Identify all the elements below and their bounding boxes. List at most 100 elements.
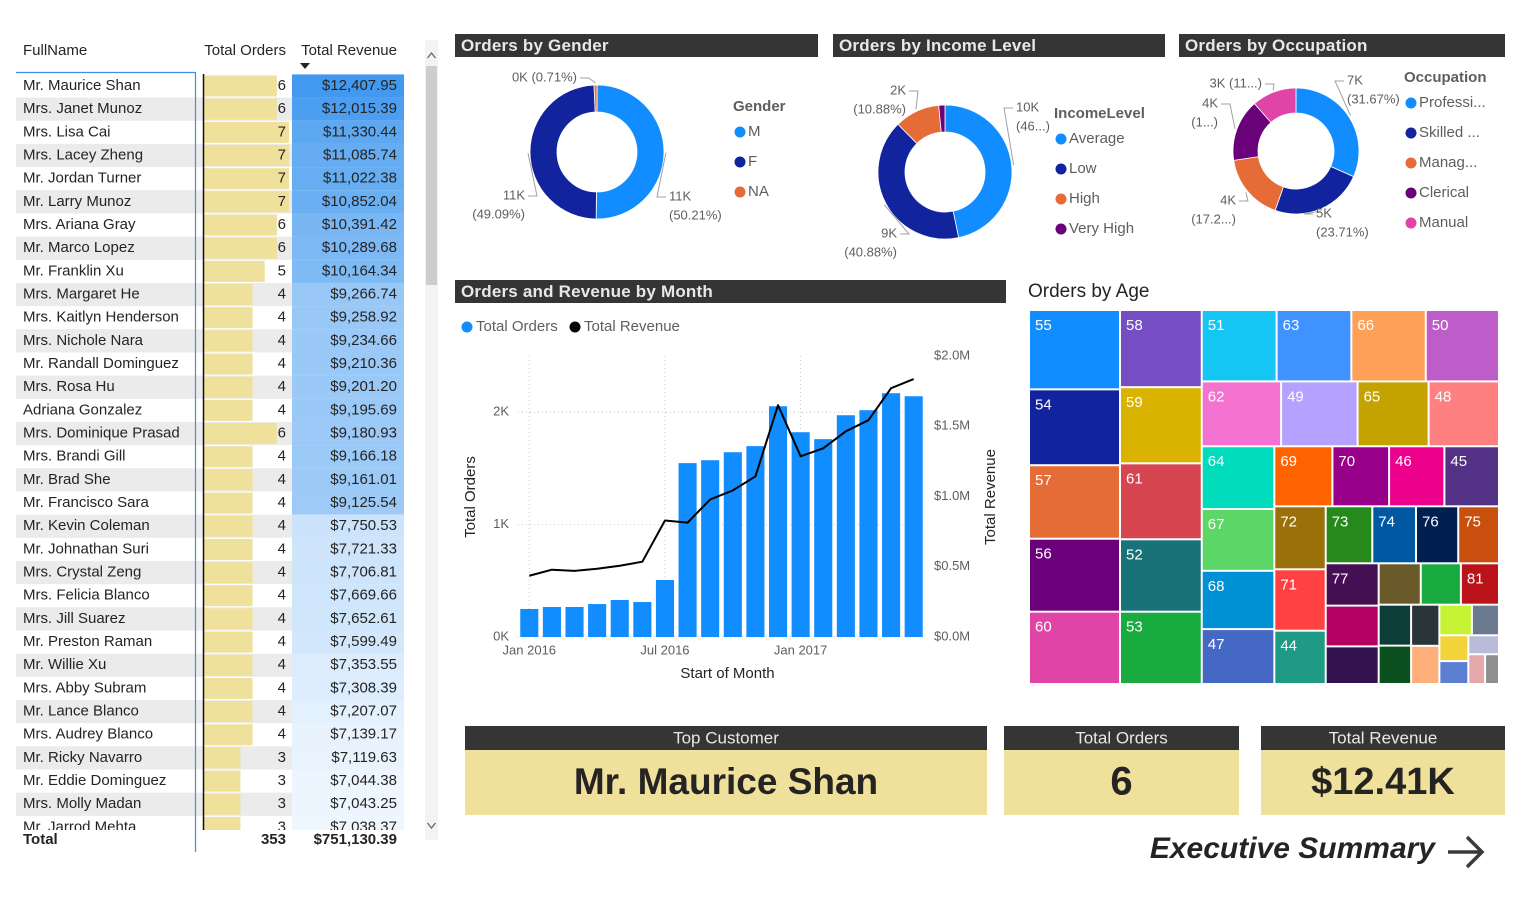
tile-label: 54 — [1035, 396, 1052, 413]
customer-name: Mr. Larry Munoz — [23, 193, 131, 210]
orders-value: 4 — [278, 633, 286, 650]
x-tick-label: Jan 2016 — [503, 642, 557, 657]
legend-title: Occupation — [1404, 69, 1487, 86]
y-tick-label: 0K — [493, 628, 509, 643]
leader-line — [1221, 103, 1236, 129]
revenue-cell — [292, 143, 404, 168]
column-header[interactable]: Total Revenue — [301, 42, 397, 59]
legend-label: Manual — [1419, 214, 1468, 231]
treemap-tile — [1030, 466, 1120, 538]
orders-databar — [204, 376, 253, 398]
data-label: (23.71%) — [1316, 224, 1369, 239]
nav-arrow[interactable] — [1448, 835, 1485, 869]
revenue-cell — [292, 213, 404, 237]
tile-label: 67 — [1208, 516, 1225, 533]
customer-name: Mrs. Jill Suarez — [23, 610, 126, 627]
treemap-tile — [1202, 447, 1274, 509]
orders-value: 4 — [278, 494, 286, 511]
donut-slice — [595, 84, 665, 220]
orders-value: 4 — [278, 378, 286, 395]
y2-axis-title: Total Revenue — [982, 449, 999, 545]
revenue-value: $7,038.37 — [330, 818, 397, 835]
bar — [633, 602, 652, 637]
tile-label: 52 — [1126, 546, 1143, 563]
revenue-cell — [292, 607, 404, 631]
card-value: Mr. Maurice Shan — [574, 761, 878, 802]
treemap-tile — [1440, 662, 1468, 683]
customer-name: Mrs. Abby Subram — [23, 679, 146, 696]
customer-name: Adriana Gonzalez — [23, 401, 142, 418]
donut-slice — [1233, 156, 1284, 211]
revenue-value: $11,085.74 — [323, 146, 397, 163]
orders-value: 7 — [278, 146, 286, 163]
treemap-tile — [1426, 311, 1498, 381]
customer-name: Mrs. Nichole Nara — [23, 332, 144, 349]
customer-name: Mr. Randall Dominguez — [23, 355, 179, 372]
tile-label: 59 — [1126, 394, 1143, 411]
scrollbar[interactable] — [425, 40, 438, 840]
orders-databar — [204, 793, 241, 815]
card-value: $12.41K — [1311, 761, 1455, 803]
scroll-thumb[interactable] — [426, 66, 437, 285]
y-tick-label: 2K — [493, 404, 509, 419]
leader-line — [1265, 83, 1275, 91]
revenue-cell — [292, 491, 404, 515]
legend-label: Low — [1069, 160, 1097, 177]
orders-databar — [204, 608, 253, 630]
scroll-down[interactable] — [426, 822, 437, 830]
revenue-value: $10,852.04 — [322, 193, 397, 210]
column-header[interactable]: Total Orders — [204, 42, 286, 59]
legend-label: High — [1069, 190, 1100, 207]
legend-marker — [1405, 127, 1417, 139]
orders-databar — [204, 98, 277, 120]
treemap-tile — [1440, 636, 1468, 661]
orders-value: 6 — [278, 216, 286, 233]
leader-line — [1003, 107, 1015, 166]
card-title: Top Customer — [673, 728, 779, 747]
treemap-tile — [1326, 507, 1372, 563]
legend-label: F — [748, 153, 757, 170]
treemap-tile — [1326, 606, 1378, 646]
orders-value: 4 — [278, 471, 286, 488]
legend-label: Clerical — [1419, 184, 1469, 201]
tile-label: 46 — [1395, 453, 1412, 470]
tile-label: 47 — [1208, 636, 1225, 653]
customer-name: Mrs. Crystal Zeng — [23, 564, 141, 581]
orders-value: 5 — [278, 262, 286, 279]
tile-label: 75 — [1464, 513, 1481, 530]
y2-tick-label: $1.0M — [934, 488, 970, 503]
data-label: 11K — [669, 188, 691, 203]
sort-indicator — [300, 63, 310, 69]
orders-value: 4 — [278, 703, 286, 720]
treemap-tile — [1445, 447, 1498, 506]
bar — [542, 606, 561, 637]
orders-value: 6 — [278, 425, 286, 442]
chart-title: Orders by Income Level — [839, 36, 1036, 55]
nav-button[interactable]: Executive Summary — [1150, 832, 1485, 869]
treemap-tile — [1379, 605, 1411, 645]
leader-line — [1239, 192, 1249, 202]
data-label: (1...) — [1191, 114, 1218, 129]
leader-line — [580, 77, 596, 84]
nav-label[interactable]: Executive Summary — [1150, 832, 1436, 865]
orders-databar — [204, 492, 253, 514]
revenue-value: $7,599.49 — [330, 633, 397, 650]
tile-label: 63 — [1283, 317, 1300, 334]
customer-name: Mrs. Felicia Blanco — [23, 587, 150, 604]
orders-value: 3 — [278, 772, 286, 789]
title-bar — [455, 280, 1006, 303]
chart-title: Orders and Revenue by Month — [461, 282, 713, 301]
scroll-up[interactable] — [426, 51, 437, 59]
orders-value: 6 — [278, 77, 286, 94]
orders-value: 4 — [278, 285, 286, 302]
orders-databar — [204, 330, 253, 352]
column-header[interactable]: FullName — [23, 42, 87, 59]
revenue-value: $10,164.34 — [322, 262, 397, 279]
data-label: (10.88%) — [853, 101, 906, 116]
data-label: (17.2...) — [1191, 211, 1236, 226]
treemap-tile — [1202, 630, 1274, 683]
orders-databar — [204, 469, 253, 491]
revenue-cell — [292, 560, 404, 585]
revenue-value: $7,706.81 — [330, 564, 397, 581]
orders-databar — [204, 724, 253, 746]
